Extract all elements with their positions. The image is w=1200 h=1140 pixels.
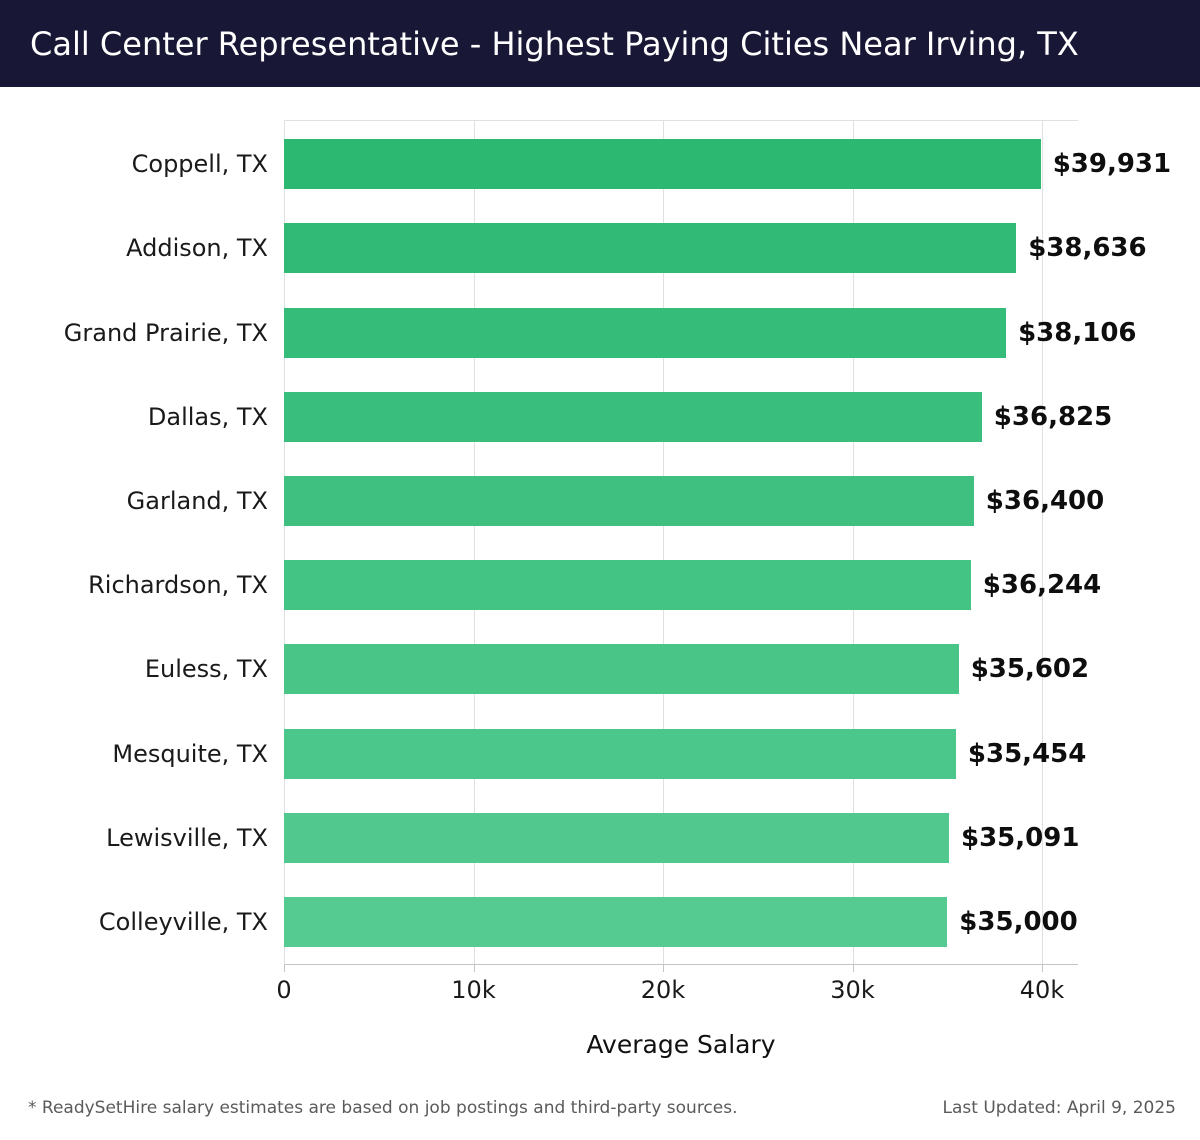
category-label-garland-tx: Garland, TX bbox=[126, 486, 268, 515]
x-tick-label: 10k bbox=[451, 976, 496, 1004]
value-label-coppell-tx: $39,931 bbox=[1052, 149, 1172, 180]
footer: * ReadySetHire salary estimates are base… bbox=[28, 1098, 1176, 1118]
gridline bbox=[284, 120, 285, 964]
category-label-euless-tx: Euless, TX bbox=[144, 655, 268, 684]
last-updated-text: Last Updated: April 9, 2025 bbox=[942, 1098, 1176, 1118]
x-axis-line bbox=[284, 964, 1078, 965]
gridline bbox=[473, 120, 475, 964]
category-label-lewisville-tx: Lewisville, TX bbox=[106, 823, 268, 852]
disclaimer-text: * ReadySetHire salary estimates are base… bbox=[28, 1098, 738, 1118]
category-label-mesquite-tx: Mesquite, TX bbox=[112, 739, 268, 768]
value-label-colleyville-tx: $35,000 bbox=[959, 906, 1078, 937]
bar-grand-prairie-tx bbox=[284, 307, 1007, 358]
x-tick bbox=[284, 964, 285, 972]
value-label-addison-tx: $38,636 bbox=[1028, 233, 1147, 264]
bar-mesquite-tx bbox=[284, 728, 956, 779]
page-title: Call Center Representative - Highest Pay… bbox=[30, 24, 1079, 63]
gridline bbox=[663, 120, 664, 964]
x-tick-label: 40k bbox=[1019, 976, 1065, 1004]
x-tick-label: 30k bbox=[830, 976, 875, 1004]
category-label-dallas-tx: Dallas, TX bbox=[147, 402, 268, 431]
value-label-garland-tx: $36,400 bbox=[985, 485, 1105, 516]
value-label-lewisville-tx: $35,091 bbox=[961, 822, 1080, 853]
category-label-richardson-tx: Richardson, TX bbox=[88, 571, 268, 600]
value-label-dallas-tx: $36,825 bbox=[993, 401, 1113, 432]
x-tick-label: 0 bbox=[276, 976, 292, 1004]
x-tick bbox=[473, 964, 475, 972]
gridline bbox=[852, 120, 854, 964]
bar-garland-tx bbox=[284, 475, 974, 526]
bar-addison-tx bbox=[284, 223, 1017, 274]
value-label-richardson-tx: $36,244 bbox=[982, 570, 1102, 601]
bar-colleyville-tx bbox=[284, 896, 948, 947]
category-label-grand-prairie-tx: Grand Prairie, TX bbox=[63, 318, 268, 347]
x-tick-label: 20k bbox=[640, 976, 686, 1004]
bar-euless-tx bbox=[284, 644, 959, 695]
value-label-grand-prairie-tx: $38,106 bbox=[1018, 317, 1137, 348]
header: Call Center Representative - Highest Pay… bbox=[0, 0, 1200, 87]
x-tick bbox=[663, 964, 664, 972]
x-axis-title: Average Salary bbox=[586, 1030, 776, 1059]
value-label-mesquite-tx: $35,454 bbox=[967, 738, 1087, 769]
bar-coppell-tx bbox=[284, 139, 1041, 190]
x-tick bbox=[1042, 964, 1043, 972]
plot-top-border bbox=[284, 120, 1078, 121]
bar-dallas-tx bbox=[284, 391, 982, 442]
gridline bbox=[1042, 120, 1043, 964]
value-label-euless-tx: $35,602 bbox=[970, 654, 1090, 685]
bar-chart: Coppell, TX $39,931 Addison, TX $38,636 Gran… bbox=[0, 87, 1200, 1100]
x-tick bbox=[852, 964, 854, 972]
category-label-addison-tx: Addison, TX bbox=[126, 234, 268, 263]
category-label-colleyville-tx: Colleyville, TX bbox=[98, 907, 268, 936]
category-label-coppell-tx: Coppell, TX bbox=[131, 150, 268, 179]
bar-lewisville-tx bbox=[284, 812, 949, 863]
bar-richardson-tx bbox=[284, 560, 971, 611]
